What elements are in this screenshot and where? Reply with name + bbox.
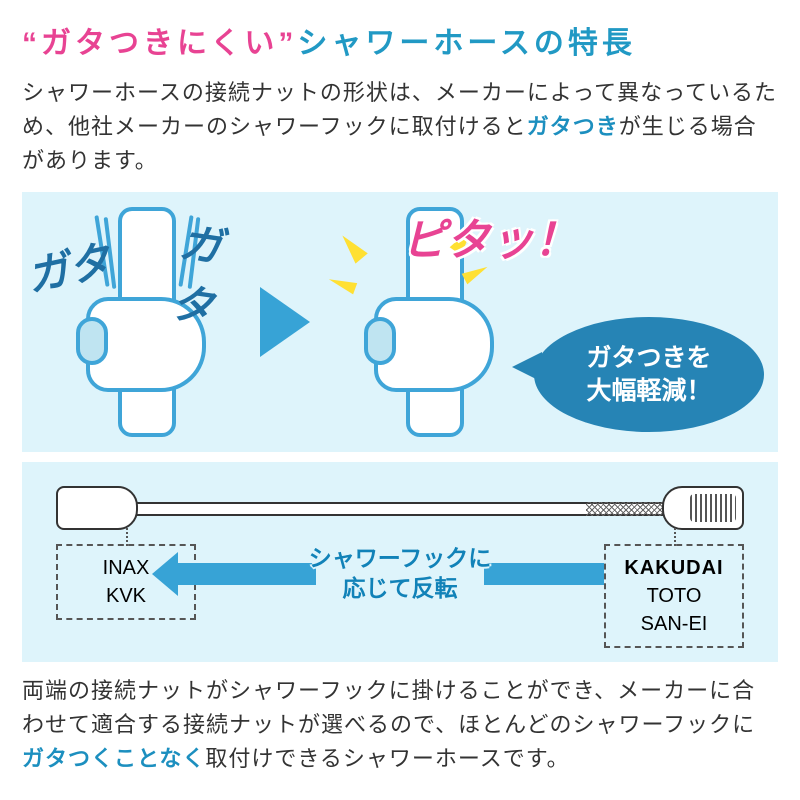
panel-hose: INAX KVK シャワーフックに 応じて反転 KAKUDAI TOTO SAN… bbox=[22, 462, 778, 662]
outro-part1: 両端の接続ナットがシャワーフックに掛けることができ、メーカーに合わせて適合する接… bbox=[22, 678, 755, 737]
brand-sanei: SAN-EI bbox=[622, 610, 726, 638]
arrow-right-icon bbox=[260, 287, 310, 357]
hook-diagram-wobble: ガタ ガタ bbox=[36, 207, 246, 437]
hook-button-icon bbox=[364, 317, 396, 365]
gata-label: ガタ bbox=[168, 209, 254, 340]
hook-button-icon bbox=[76, 317, 108, 365]
connector-left-icon bbox=[56, 486, 138, 530]
intro-em: ガタつき bbox=[527, 114, 619, 139]
title-quote: “ガタつきにくい” bbox=[22, 27, 297, 60]
brand-row: INAX KVK シャワーフックに 応じて反転 KAKUDAI TOTO SAN… bbox=[56, 544, 744, 648]
bubble-line1: ガタつきを bbox=[586, 344, 711, 372]
page-title: “ガタつきにくい”シャワーホースの特長 bbox=[22, 18, 778, 62]
center-line2: 応じて反転 bbox=[343, 575, 458, 601]
title-rest: シャワーホースの特長 bbox=[297, 27, 636, 60]
outro-em: ガタつくことなく bbox=[22, 746, 205, 771]
connector-right-icon bbox=[662, 486, 744, 530]
center-text: シャワーフックに 応じて反転 bbox=[309, 544, 492, 604]
double-arrow-right-icon bbox=[484, 563, 624, 585]
gata-label: ガタ bbox=[21, 227, 116, 304]
center-label: シャワーフックに 応じて反転 bbox=[196, 544, 604, 604]
bubble-text: ガタつきを 大幅軽減！ bbox=[586, 342, 711, 407]
hose-diagram bbox=[56, 480, 744, 536]
brand-kakudai: KAKUDAI bbox=[622, 554, 726, 582]
hose-mesh-icon bbox=[586, 502, 666, 516]
brand-toto: TOTO bbox=[622, 582, 726, 610]
panel-wobble: ガタ ガタ ピタッ！ ガタつきを 大幅軽減！ bbox=[22, 192, 778, 452]
center-line1: シャワーフックに bbox=[309, 545, 492, 571]
bubble-line2: 大幅軽減！ bbox=[586, 377, 711, 405]
brand-box-right: KAKUDAI TOTO SAN-EI bbox=[604, 544, 744, 648]
pita-label: ピタッ！ bbox=[402, 204, 578, 268]
outro-text: 両端の接続ナットがシャワーフックに掛けることができ、メーカーに合わせて適合する接… bbox=[22, 674, 778, 776]
double-arrow-left-icon bbox=[176, 563, 316, 585]
intro-text: シャワーホースの接続ナットの形状は、メーカーによって異なっているため、他社メーカ… bbox=[22, 76, 778, 178]
outro-part2: 取付けできるシャワーホースです。 bbox=[205, 746, 569, 771]
speech-bubble: ガタつきを 大幅軽減！ bbox=[534, 317, 764, 432]
